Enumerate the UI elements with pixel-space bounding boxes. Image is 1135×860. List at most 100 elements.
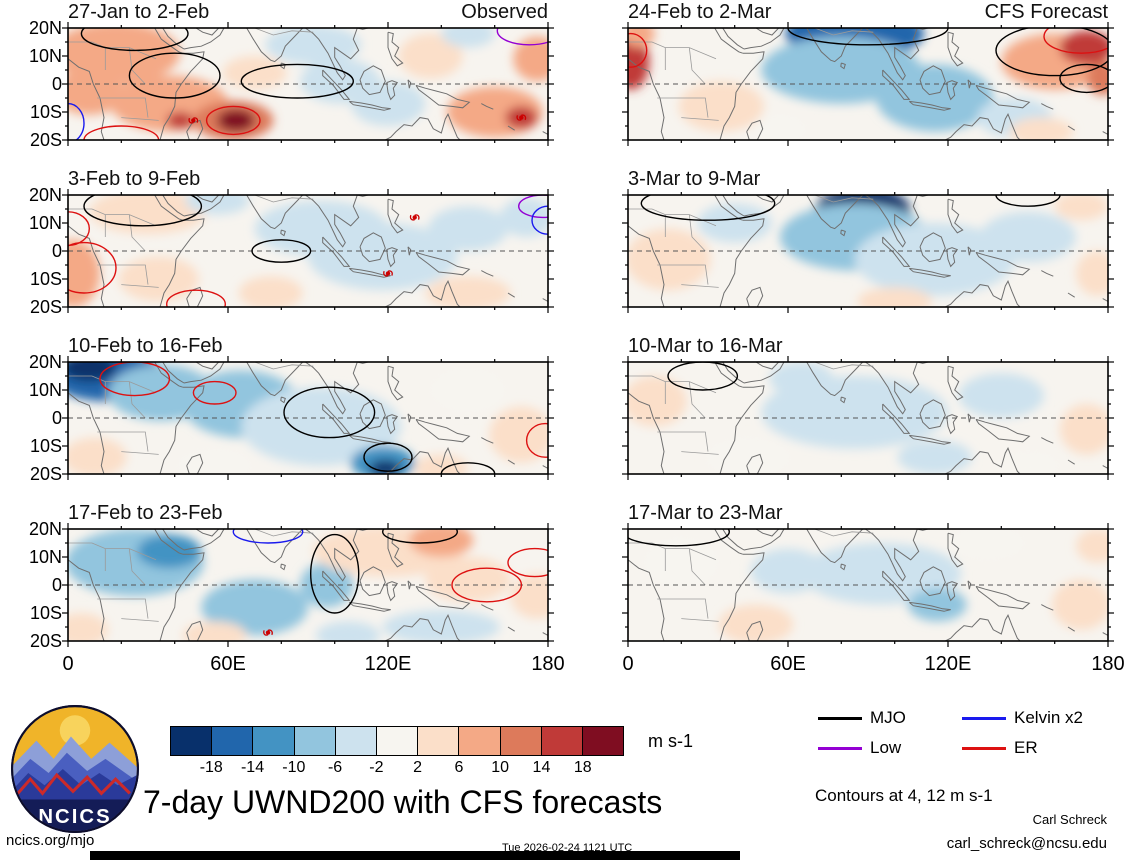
colorbar-tick-label: -2 (369, 759, 384, 776)
colorbar-tick-label: 18 (573, 759, 592, 776)
colorbar-segment (376, 727, 419, 755)
legend-line-mjo (818, 717, 862, 720)
map-panel (622, 189, 1114, 313)
panel-title: 24-Feb to 2-Mar CFS Forecast (628, 1, 1108, 24)
y-axis-label: 20S (29, 297, 62, 317)
colorbar-segment (335, 727, 377, 755)
panel-tag: Observed (461, 1, 548, 23)
y-axis-label: 20N (28, 185, 62, 205)
colorbar-segment (294, 727, 336, 755)
y-axis-label: 10S (29, 269, 62, 289)
legend-line-er (962, 747, 1006, 750)
y-axis-label: 10N (28, 547, 62, 567)
colorbar-segment (500, 727, 542, 755)
colorbar-segment (541, 727, 583, 755)
panel-date-range: 3-Mar to 9-Mar (628, 168, 761, 190)
panel-title: 3-Mar to 9-Mar (628, 168, 1108, 191)
panel-3-mar-to-9-mar (622, 189, 1114, 313)
ncics-logo: NCICS (8, 702, 142, 836)
colorbar-segment (253, 727, 295, 755)
y-axis-label: 20N (28, 519, 62, 539)
panel-date-range: 17-Mar to 23-Mar (628, 502, 783, 524)
panel-date-range: 10-Mar to 16-Mar (628, 335, 783, 357)
panel-date-range: 27-Jan to 2-Feb (68, 1, 210, 23)
y-axis-label: 20N (28, 352, 62, 372)
y-axis-label: 0 (51, 408, 62, 428)
panel-title: 10-Mar to 16-Mar (628, 335, 1108, 358)
x-axis-label: 0 (622, 653, 634, 675)
y-axis-label: 20S (29, 130, 62, 150)
x-axis-label: 0 (62, 653, 74, 675)
y-axis-label: 20S (29, 631, 62, 651)
panel-title: 27-Jan to 2-Feb Observed (68, 1, 548, 24)
map-panel (622, 356, 1114, 480)
panel-tag: CFS Forecast (984, 1, 1108, 23)
panel-date-range: 3-Feb to 9-Feb (68, 168, 201, 190)
panel-17-feb-to-23-feb (62, 523, 554, 647)
y-axis-label: 20S (29, 464, 62, 484)
x-axis-label: 180 (531, 653, 565, 675)
y-axis-label: 0 (51, 575, 62, 595)
colorbar-segment (212, 727, 254, 755)
site-link: ncics.org/mjo (6, 832, 95, 849)
colorbar-tick-label: -6 (327, 759, 343, 776)
map-panel (62, 523, 554, 647)
x-axis-label: 60E (210, 653, 246, 675)
author-email: carl_schreck@ncsu.edu (946, 835, 1107, 852)
panel-title: 17-Feb to 23-Feb (68, 502, 548, 525)
ncics-logo-svg: NCICS (11, 705, 139, 833)
map-panel (62, 22, 554, 146)
legend-line-low (818, 747, 862, 750)
x-axis-label: 60E (770, 653, 806, 675)
legend-label-kelvin: Kelvin x2 (1014, 708, 1083, 727)
y-axis-label: 10N (28, 213, 62, 233)
y-axis-label: 20N (28, 18, 62, 38)
colorbar-segment (418, 727, 460, 755)
colorbar-labels: -18 -14 -10 -6 -2 2 6 10 14 18 (170, 759, 624, 779)
y-axis-label: 10N (28, 380, 62, 400)
colorbar-tick-label: -14 (240, 759, 265, 776)
legend-label-mjo: MJO (870, 708, 906, 727)
legend-label-low: Low (870, 738, 902, 757)
colorbar-tick-label: 2 (413, 759, 423, 776)
y-axis-label: 0 (51, 74, 62, 94)
contour-note: Contours at 4, 12 m s-1 (815, 786, 993, 805)
colorbar-tick-label: -18 (199, 759, 223, 776)
map-panel (622, 523, 1114, 647)
panel-3-feb-to-9-feb (62, 189, 554, 313)
x-axis-label: 180 (1091, 653, 1125, 675)
y-axis-label: 10S (29, 603, 62, 623)
colorbar-tick-label: -10 (282, 759, 306, 776)
colorbar-tick-label: 10 (491, 759, 510, 776)
colorbar-segment (171, 727, 213, 755)
legend-label-er: ER (1014, 738, 1038, 757)
panel-date-range: 24-Feb to 2-Mar (628, 1, 772, 23)
y-axis-label: 10N (28, 46, 62, 66)
panel-date-range: 17-Feb to 23-Feb (68, 502, 223, 524)
bottom-bar (90, 851, 740, 860)
map-panel (62, 356, 554, 480)
panel-date-range: 10-Feb to 16-Feb (68, 335, 223, 357)
y-axis-label: 10S (29, 436, 62, 456)
colorbar-tick-label: 6 (454, 759, 464, 776)
main-title: 7-day UWND200 with CFS forecasts (143, 784, 663, 820)
panel-17-mar-to-23-mar (622, 523, 1114, 647)
panel-title: 3-Feb to 9-Feb (68, 168, 548, 191)
panel-title: 17-Mar to 23-Mar (628, 502, 1108, 525)
y-axis-label: 10S (29, 102, 62, 122)
panel-27-jan-to-2-feb (62, 22, 554, 146)
panel-10-mar-to-16-mar (622, 356, 1114, 480)
y-axis-label: 0 (51, 241, 62, 261)
colorbar-tick-label: 14 (532, 759, 551, 776)
author-credit: Carl Schreck (1032, 812, 1107, 827)
panel-title: 10-Feb to 16-Feb (68, 335, 548, 358)
map-panel (622, 22, 1114, 146)
panel-24-feb-to-2-mar (622, 22, 1114, 146)
logo-text: NCICS (38, 806, 111, 828)
panel-10-feb-to-16-feb (62, 356, 554, 480)
colorbar-segment (582, 727, 624, 755)
x-axis-label: 120E (364, 653, 412, 675)
x-axis-label: 120E (924, 653, 972, 675)
map-panel (62, 189, 554, 313)
